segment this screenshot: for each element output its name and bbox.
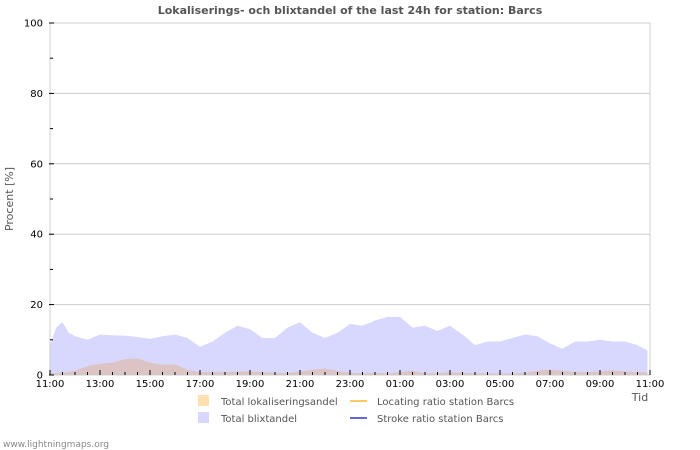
legend-label: Stroke ratio station Barcs bbox=[377, 414, 503, 425]
y-tick-label: 80 bbox=[30, 89, 43, 100]
site-credit: www.lightningmaps.org bbox=[3, 440, 109, 450]
y-axis-label: Procent [%] bbox=[3, 167, 16, 231]
x-tick-label: 11:00 bbox=[36, 379, 65, 390]
plot-background bbox=[50, 23, 650, 375]
x-tick-label: 23:00 bbox=[336, 379, 365, 390]
legend-item-total-blixtandel[interactable]: Total blixtandel bbox=[198, 412, 297, 425]
x-tick-label: 07:00 bbox=[536, 379, 565, 390]
x-tick-label: 13:00 bbox=[86, 379, 115, 390]
legend-label: Total lokaliseringsandel bbox=[220, 397, 338, 408]
x-axis-ticks: 11:00 13:00 15:00 17:00 19:00 21:00 23:00 01:00… bbox=[36, 370, 665, 390]
y-tick-label: 20 bbox=[30, 300, 43, 311]
y-tick-label: 100 bbox=[24, 19, 43, 30]
grid-lines bbox=[50, 22, 650, 306]
x-tick-label: 03:00 bbox=[436, 379, 465, 390]
area-total-blixtandel bbox=[50, 316, 648, 375]
x-tick-label: 09:00 bbox=[586, 379, 615, 390]
plot-area: 0 20 40 60 80 100 11:00 13:00 15:00 17:00 19:00 21… bbox=[24, 19, 665, 391]
y-tick-label: 0 bbox=[37, 371, 43, 382]
x-axis-label: Tid bbox=[631, 391, 648, 404]
legend-label: Locating ratio station Barcs bbox=[377, 397, 514, 408]
x-tick-label: 01:00 bbox=[386, 379, 415, 390]
x-tick-label: 19:00 bbox=[236, 379, 265, 390]
y-tick-label: 40 bbox=[30, 230, 43, 241]
legend-swatch-icon bbox=[198, 395, 209, 406]
legend-item-locating-ratio[interactable]: Locating ratio station Barcs bbox=[350, 397, 514, 408]
x-tick-label: 11:00 bbox=[636, 379, 665, 390]
x-tick-label: 21:00 bbox=[286, 379, 315, 390]
legend: Total lokaliseringsandel Total blixtande… bbox=[198, 395, 514, 425]
legend-label: Total blixtandel bbox=[220, 414, 297, 425]
legend-item-stroke-ratio[interactable]: Stroke ratio station Barcs bbox=[350, 414, 503, 425]
chart-title: Lokaliserings- och blixtandel of the las… bbox=[158, 4, 543, 17]
x-tick-label: 17:00 bbox=[186, 379, 215, 390]
y-axis-ticks: 0 20 40 60 80 100 bbox=[24, 19, 54, 382]
y-tick-label: 60 bbox=[30, 159, 43, 170]
legend-swatch-icon bbox=[198, 412, 209, 423]
legend-item-total-lokaliseringsandel[interactable]: Total lokaliseringsandel bbox=[198, 395, 338, 408]
x-tick-label: 15:00 bbox=[136, 379, 165, 390]
x-tick-label: 05:00 bbox=[486, 379, 515, 390]
